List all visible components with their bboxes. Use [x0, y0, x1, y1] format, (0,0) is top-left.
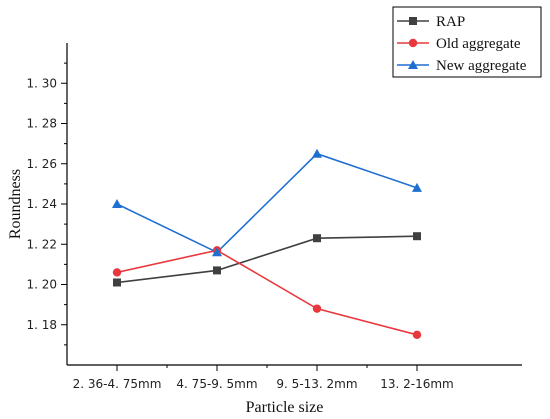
data-point-new-aggregate — [412, 182, 422, 192]
y-tick-label: 1. 24 — [26, 197, 57, 211]
legend-marker-rap — [409, 17, 417, 25]
legend-label-old-aggregate: Old aggregate — [436, 36, 521, 52]
data-point-rap — [113, 278, 121, 287]
data-point-rap — [413, 232, 421, 241]
y-axis-label: Roundness — [7, 169, 24, 239]
series-line-old-aggregate — [116, 249, 418, 336]
series-line-new-aggregate — [116, 152, 418, 254]
y-tick-label: 1. 22 — [26, 237, 57, 251]
x-tick-label: 13. 2-16mm — [380, 377, 454, 391]
series-lines — [116, 152, 418, 336]
data-point-new-aggregate — [212, 247, 222, 257]
x-tick-label: 4. 75-9. 5mm — [176, 377, 257, 391]
data-point-new-aggregate — [112, 199, 122, 208]
x-axis-label: Particle size — [246, 399, 324, 416]
y-tick-label: 1. 30 — [26, 76, 57, 90]
x-tick-label: 2. 36-4. 75mm — [73, 377, 162, 391]
legend-marker-old-aggregate — [408, 38, 418, 48]
data-point-rap — [213, 266, 221, 275]
legend-label-new-aggregate: New aggregate — [436, 58, 527, 74]
x-tick-label: 9. 5-13. 2mm — [276, 377, 357, 391]
data-point-old-aggregate — [412, 330, 422, 340]
data-point-rap — [313, 234, 321, 243]
y-tick-label: 1. 28 — [26, 117, 57, 131]
data-point-old-aggregate — [312, 304, 322, 313]
y-tick-label: 1. 18 — [26, 318, 57, 332]
y-tick-label: 1. 26 — [26, 157, 57, 171]
y-ticks: 1. 18 1. 20 1. 22 1. 24 1. 26 1. 28 1. 30 — [26, 62, 67, 346]
data-point-new-aggregate — [312, 148, 322, 158]
series-line-rap — [116, 235, 418, 284]
axes — [66, 43, 522, 366]
legend-label-rap: RAP — [436, 14, 465, 30]
y-tick-label: 1. 20 — [26, 278, 57, 292]
legend-marker-new-aggregate — [408, 60, 418, 69]
legend: RAP Old aggregate New aggregate — [392, 6, 542, 78]
x-ticks: 2. 36-4. 75mm 4. 75-9. 5mm 9. 5-13. 2mm 13.… — [73, 365, 454, 391]
series-markers — [112, 148, 422, 340]
data-point-old-aggregate — [112, 268, 122, 277]
